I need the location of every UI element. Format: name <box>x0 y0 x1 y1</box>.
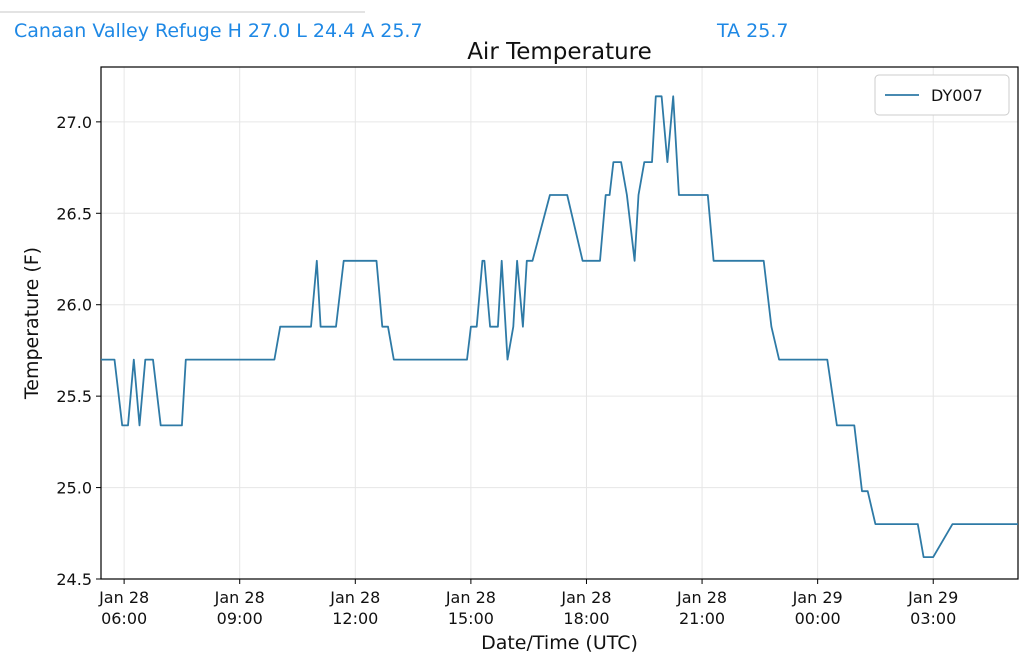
x-tick-date: Jan 28 <box>676 588 727 607</box>
x-tick-time: 06:00 <box>101 609 147 628</box>
x-tick-time: 03:00 <box>910 609 956 628</box>
x-tick-date: Jan 29 <box>907 588 958 607</box>
y-axis: 24.5 25.0 25.5 26.0 26.5 27.0 <box>56 113 101 589</box>
x-tick-time: 12:00 <box>332 609 378 628</box>
y-axis-label: Temperature (F) <box>21 247 43 400</box>
y-tick-label: 24.5 <box>56 570 92 589</box>
x-tick-date: Jan 29 <box>792 588 843 607</box>
y-tick-label: 27.0 <box>56 113 92 132</box>
legend: DY007 <box>874 74 1010 116</box>
x-tick-time: 21:00 <box>679 609 725 628</box>
y-tick-label: 25.5 <box>56 387 92 406</box>
x-tick-time: 09:00 <box>217 609 263 628</box>
x-tick-date: Jan 28 <box>329 588 380 607</box>
x-tick-date: Jan 28 <box>214 588 265 607</box>
x-tick-time: 15:00 <box>448 609 494 628</box>
x-tick-date: Jan 28 <box>445 588 496 607</box>
x-axis: Jan 28 06:00 Jan 28 09:00 Jan 28 12:00 Jan 28 1… <box>98 579 958 628</box>
station-stats-label: Canaan Valley Refuge H 27.0 L 24.4 A 25.… <box>14 20 423 42</box>
x-tick-time: 00:00 <box>795 609 841 628</box>
x-tick-time: 18:00 <box>563 609 609 628</box>
x-tick-date: Jan 28 <box>98 588 149 607</box>
legend-box <box>874 74 1010 116</box>
plot-frame <box>100 66 1019 580</box>
x-tick-date: Jan 28 <box>560 588 611 607</box>
y-tick-label: 26.0 <box>56 296 92 315</box>
ta-value-label: TA 25.7 <box>717 20 789 42</box>
header-divider <box>0 11 365 13</box>
series-line-dy007 <box>101 95 1018 558</box>
chart-title: Air Temperature <box>467 39 652 65</box>
y-tick-label: 25.0 <box>56 479 92 498</box>
series-layer <box>101 95 1018 558</box>
legend-label: DY007 <box>931 86 983 105</box>
x-axis-label: Date/Time (UTC) <box>481 632 638 654</box>
grid-lines <box>101 67 1018 580</box>
y-tick-label: 26.5 <box>56 204 92 223</box>
